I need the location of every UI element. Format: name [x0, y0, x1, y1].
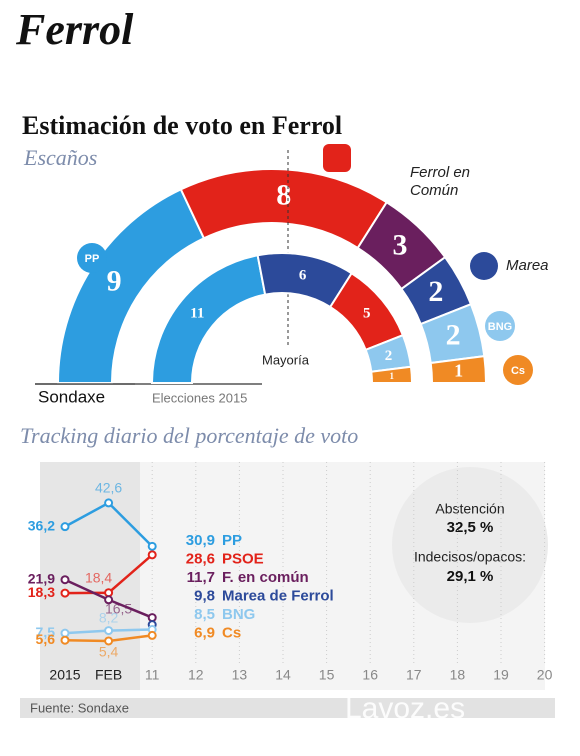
x-tick-label: 12 [188, 667, 204, 683]
x-tick-label: 11 [145, 667, 160, 683]
value-label: 30,9 [186, 532, 215, 549]
x-tick-label: 20 [537, 667, 553, 683]
chart-label: Elecciones 2015 [152, 390, 247, 405]
value-label: 36,2 [28, 517, 55, 533]
legend-label: PP [222, 532, 242, 549]
page-title: Ferrol [15, 5, 134, 54]
source: Fuente: Sondaxe [30, 700, 129, 715]
seat-label: 1 [390, 371, 395, 381]
legend-label: PSOE [222, 550, 264, 567]
chart-label: Sondaxe [38, 387, 105, 406]
party-icon-label: BNG [488, 321, 512, 333]
seat-label: 2 [446, 318, 461, 351]
seat-label: 3 [393, 229, 408, 262]
party-icon-label: Cs [511, 365, 525, 377]
point [104, 588, 114, 598]
value-label: 5,6 [36, 631, 56, 647]
point [104, 595, 114, 605]
aside-circle [392, 467, 548, 623]
point [60, 588, 70, 598]
seat-label: 2 [385, 348, 393, 364]
line-title: Tracking diario del porcentaje de voto [20, 423, 358, 448]
legend-label: F. en común [222, 569, 309, 586]
watermark: Lavoz.es [345, 692, 465, 725]
seat-segment [370, 365, 414, 384]
party-icon [77, 243, 107, 273]
point [60, 628, 70, 638]
subtitle: Escaños [23, 145, 97, 170]
point [104, 498, 114, 508]
x-tick-label: 16 [362, 667, 378, 683]
party-icon [470, 252, 498, 280]
legend-label: Marea de Ferrol [222, 587, 334, 604]
x-tick-label: 14 [275, 667, 291, 683]
majority-label: Mayoría [262, 352, 310, 367]
value-label: 7,5 [36, 624, 56, 640]
legend-label: BNG [222, 606, 255, 623]
value-label: 18,3 [28, 584, 55, 600]
x-tick-label: 13 [232, 667, 248, 683]
point [60, 522, 70, 532]
value-label: 9,8 [194, 587, 215, 604]
undecided-label: Indecisos/opacos: [414, 549, 526, 565]
party-label: Ferrol en Común [410, 164, 471, 199]
point [104, 636, 114, 646]
x-tick-label: 19 [493, 667, 509, 683]
value-label: 21,9 [28, 570, 55, 586]
seat-segment [150, 254, 267, 384]
party-icon [323, 144, 351, 172]
party-icon-label: PP [85, 253, 100, 265]
x-tick-label: 15 [319, 667, 335, 683]
value-label: 6,9 [194, 624, 215, 641]
point [147, 541, 157, 551]
x-tick-label: 17 [406, 667, 422, 683]
seat-label: 9 [107, 265, 122, 298]
abstention-label: Abstención [435, 501, 504, 517]
seat-label: 6 [299, 267, 307, 283]
legend-label: Cs [222, 624, 241, 641]
value-label: 11,7 [187, 569, 215, 586]
value-label: 18,4 [85, 569, 112, 585]
x-tick-label: 18 [450, 667, 466, 683]
footer-bar [20, 698, 555, 718]
value-label: 8,5 [194, 606, 215, 623]
seat-label: 8 [276, 178, 291, 211]
point [60, 575, 70, 585]
point [147, 613, 157, 623]
x-tick-label: 2015 [49, 667, 80, 683]
point [60, 635, 70, 645]
party-icon [485, 311, 515, 341]
seat-label: 11 [190, 305, 204, 321]
undecided-value: 29,1 % [447, 568, 494, 585]
value-label: 8,2 [99, 609, 119, 625]
abstention-value: 32,5 % [447, 519, 494, 536]
chart-title: Estimación de voto en Ferrol [22, 111, 342, 140]
seat-label: 2 [428, 275, 443, 308]
value-label: 5,4 [99, 644, 119, 660]
seat-label: 5 [363, 305, 371, 321]
point [147, 630, 157, 640]
party-icon [503, 355, 533, 385]
point [104, 626, 114, 636]
point [147, 550, 157, 560]
value-label: 42,6 [95, 480, 122, 496]
value-label: 16,5 [105, 600, 132, 616]
seat-segment [429, 355, 488, 384]
seat-label: 1 [454, 360, 463, 380]
x-tick-label: FEB [95, 667, 122, 683]
party-label: Marea [506, 257, 549, 274]
past-band [40, 462, 140, 690]
value-label: 28,6 [186, 550, 215, 567]
